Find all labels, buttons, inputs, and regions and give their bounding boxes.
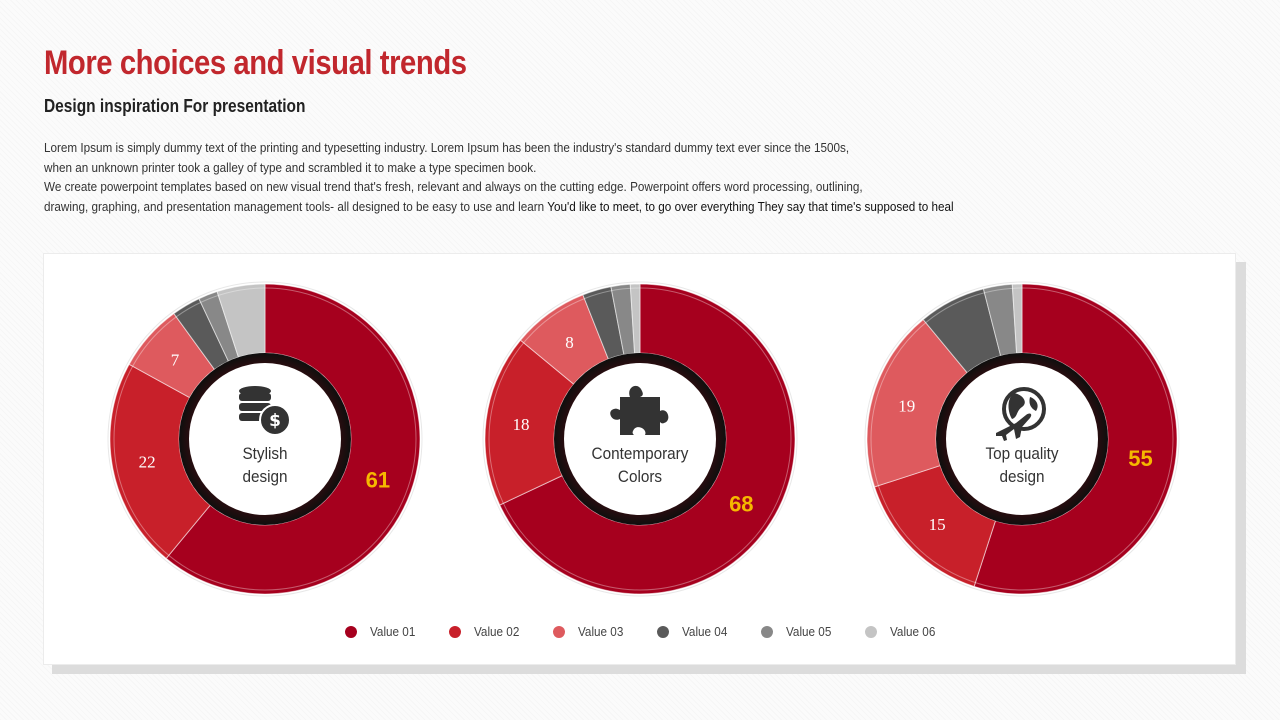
legend-label: Value 06 xyxy=(890,624,936,639)
legend-label: Value 05 xyxy=(786,624,832,639)
slice-value-label: 19 xyxy=(898,397,915,416)
donut-center-label: Contemporary xyxy=(592,444,690,463)
globe-plane-icon xyxy=(996,387,1046,441)
legend-item-value-01: Value 01 xyxy=(345,624,420,639)
donut-inner-outline xyxy=(488,287,792,591)
legend-label: Value 03 xyxy=(578,624,624,639)
donut-inner-outline xyxy=(870,287,1174,591)
legend-swatch xyxy=(657,625,669,638)
legend-label: Value 02 xyxy=(474,624,520,639)
legend-item-value-05: Value 05 xyxy=(761,624,836,639)
legend-swatch xyxy=(553,625,565,638)
donut-center-label: design xyxy=(999,467,1044,486)
donut-inner-outline xyxy=(113,287,417,591)
slice-value-label: 7 xyxy=(171,351,180,370)
slice-value-label: 18 xyxy=(512,415,529,434)
legend-item-value-04: Value 04 xyxy=(657,624,732,639)
donut-chart-1: 61 22 7 $ Stylish design xyxy=(107,281,423,597)
donut-chart-2: 68 18 8 Contemporary Colors xyxy=(482,281,798,597)
body-line: Lorem Ipsum is simply dummy text of the … xyxy=(44,140,850,155)
slice-value-label: 55 xyxy=(1128,446,1152,471)
donut-center-label: Stylish xyxy=(242,444,287,463)
legend-swatch xyxy=(449,625,461,638)
legend-item-value-03: Value 03 xyxy=(553,624,628,639)
slice-value-label: 22 xyxy=(139,452,156,471)
body-line: when an unknown printer took a galley of… xyxy=(44,159,537,175)
legend-label: Value 04 xyxy=(682,624,728,639)
legend-swatch xyxy=(865,625,877,638)
database-dollar-icon: $ xyxy=(239,386,291,436)
slice-value-label: 68 xyxy=(729,491,753,516)
donut-center-label: design xyxy=(242,467,287,486)
body-line: drawing, graphing, and presentation mana… xyxy=(44,197,1034,217)
page-subtitle: Design inspiration For presentation xyxy=(44,96,306,116)
body-line-text: drawing, graphing, and presentation mana… xyxy=(44,198,545,214)
legend-item-value-02: Value 02 xyxy=(449,624,524,639)
donut-outer-ring xyxy=(482,281,798,597)
donut-outer-ring xyxy=(107,281,423,597)
slice-value-label: 8 xyxy=(565,333,574,352)
body-line-tail: You'd like to meet, to go over everythin… xyxy=(544,198,954,214)
slice-value-label: 61 xyxy=(366,468,390,493)
svg-text:$: $ xyxy=(269,411,281,431)
donut-hole xyxy=(946,363,1098,515)
slice-value-label: 15 xyxy=(929,515,946,534)
body-paragraph: Lorem Ipsum is simply dummy text of the … xyxy=(44,138,1144,216)
donut-hole xyxy=(564,363,716,515)
chart-legend: Value 01 Value 02 Value 03 Value 04 Value 05… xyxy=(0,624,1280,644)
donut-chart-3: 55 15 19 Top quality design xyxy=(864,281,1180,597)
legend-label: Value 01 xyxy=(370,624,416,639)
legend-swatch xyxy=(761,625,773,638)
page-title: More choices and visual trends xyxy=(44,44,467,82)
body-line: We create powerpoint templates based on … xyxy=(44,179,863,194)
puzzle-piece-icon xyxy=(610,385,669,435)
legend-item-value-06: Value 06 xyxy=(865,624,940,639)
legend-swatch xyxy=(345,625,357,638)
donut-center-label: Top quality xyxy=(985,444,1059,463)
donut-outer-ring xyxy=(864,281,1180,597)
donut-hole xyxy=(189,363,341,515)
donut-center-label: Colors xyxy=(618,467,662,486)
